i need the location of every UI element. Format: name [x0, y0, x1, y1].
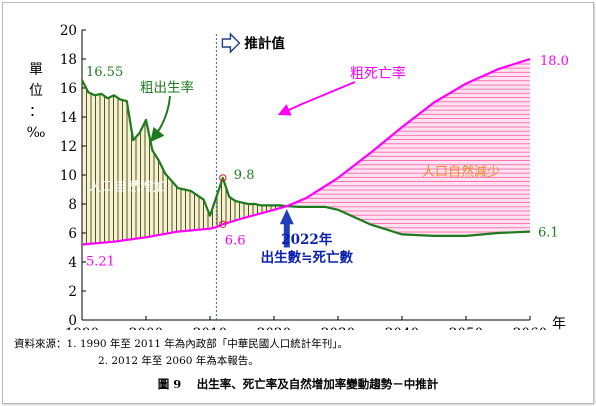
y-axis-label-char: 單 [29, 62, 43, 78]
death-value-label: 18.0 [540, 54, 569, 69]
x-tick-label: 2030 [321, 326, 355, 330]
chart: 0 2 4 6 8 10 12 14 16 18 20 1990 2000 2010 2020 2030 204… [27, 23, 569, 330]
death-value-label: 6.6 [225, 233, 246, 248]
crossover-year-label: 2022年 [281, 231, 333, 248]
y-tick-label: 0 [68, 313, 77, 329]
y-tick-label: 14 [60, 110, 77, 126]
birth-value-label: 16.55 [86, 65, 123, 80]
death-series-label: 粗死亡率 [350, 65, 406, 82]
birth-series-label: 粗出生率 [140, 79, 194, 96]
projection-arrow-icon [221, 32, 241, 54]
y-tick-label: 10 [60, 168, 77, 184]
death-label-arrow [277, 81, 356, 116]
x-tick-label: 2040 [385, 326, 419, 330]
y-tick-label: 6 [68, 226, 77, 242]
source-line-1: 1. 1990 年至 2011 年為內政部「中華民國人口統計年刊」。 [66, 338, 349, 350]
birth-value-label: 9.8 [234, 168, 255, 183]
birth-label-arrow [150, 95, 171, 143]
crossover-arrow-icon [279, 209, 294, 248]
increase-label: 人口自然增加 [88, 179, 166, 195]
projection-label: 推計值 [244, 35, 285, 52]
increase-region [82, 80, 287, 245]
death-value-label: 5.21 [86, 254, 115, 269]
death-rate-line [81, 57, 531, 246]
decrease-region [286, 59, 530, 236]
y-tick-label: 4 [68, 255, 77, 271]
y-tick-label: 12 [60, 139, 77, 155]
x-tick-label: 1990 [65, 326, 99, 330]
birth-value-label: 6.1 [538, 226, 559, 241]
x-tick-label: 2050 [449, 326, 483, 330]
death-2012-marker [219, 220, 227, 229]
x-tick-label: 2000 [129, 326, 163, 330]
y-axis-label-char: ‰ [27, 125, 46, 141]
source-prefix: 資料來源： [14, 338, 67, 350]
y-tick-label: 18 [60, 52, 77, 68]
x-tick-label: 2010 [193, 326, 227, 330]
crossover-note-label: 出生數≒死亡數 [261, 249, 354, 266]
figure-caption: 圖 9 出生率、死亡率及自然增加率變動趨勢－中推計 [157, 377, 439, 391]
decrease-label: 人口自然減少 [422, 164, 500, 180]
y-tick-label: 8 [68, 197, 77, 213]
y-tick-label: 16 [60, 81, 77, 97]
source-note: 資料來源：1. 1990 年至 2011 年為內政部「中華民國人口統計年刊」。 … [14, 336, 348, 370]
x-tick-label: 2060 [513, 326, 547, 330]
x-tick-label: 2020 [257, 326, 291, 330]
source-line-2: 2. 2012 年至 2060 年為本報告。 [98, 355, 259, 367]
y-axis-label-char: ： [29, 104, 43, 120]
y-axis-label-char: 位 [29, 83, 43, 99]
x-axis-unit: 年 [552, 316, 566, 330]
birth-rate-line [81, 79, 531, 237]
y-tick-label: 2 [68, 284, 77, 300]
y-tick-label: 20 [60, 23, 77, 39]
birth-2012-marker [219, 174, 227, 182]
